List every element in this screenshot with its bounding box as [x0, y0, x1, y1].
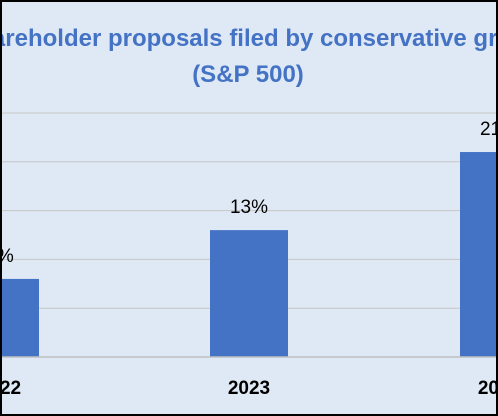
data-labels: 8% 13% 21%	[2, 119, 496, 267]
bar-2024	[460, 152, 496, 357]
data-label-2023: 13%	[230, 197, 268, 218]
gridlines	[2, 112, 496, 309]
chart-title-line-1: Shareholder proposals filed by conservat…	[2, 25, 496, 52]
bar-2022	[2, 278, 39, 357]
x-axis-tick-labels: 2022 2023 2024	[2, 378, 496, 399]
chart-title-line-2: (S&P 500)	[192, 61, 304, 88]
data-label-2024: 21%	[480, 119, 496, 140]
x-tick-2022: 2022	[2, 378, 21, 399]
data-label-2022: 8%	[2, 246, 14, 267]
bars	[2, 152, 496, 357]
x-tick-2024: 2024	[478, 378, 496, 399]
x-tick-2023: 2023	[228, 378, 270, 399]
bar-2023	[210, 230, 288, 357]
